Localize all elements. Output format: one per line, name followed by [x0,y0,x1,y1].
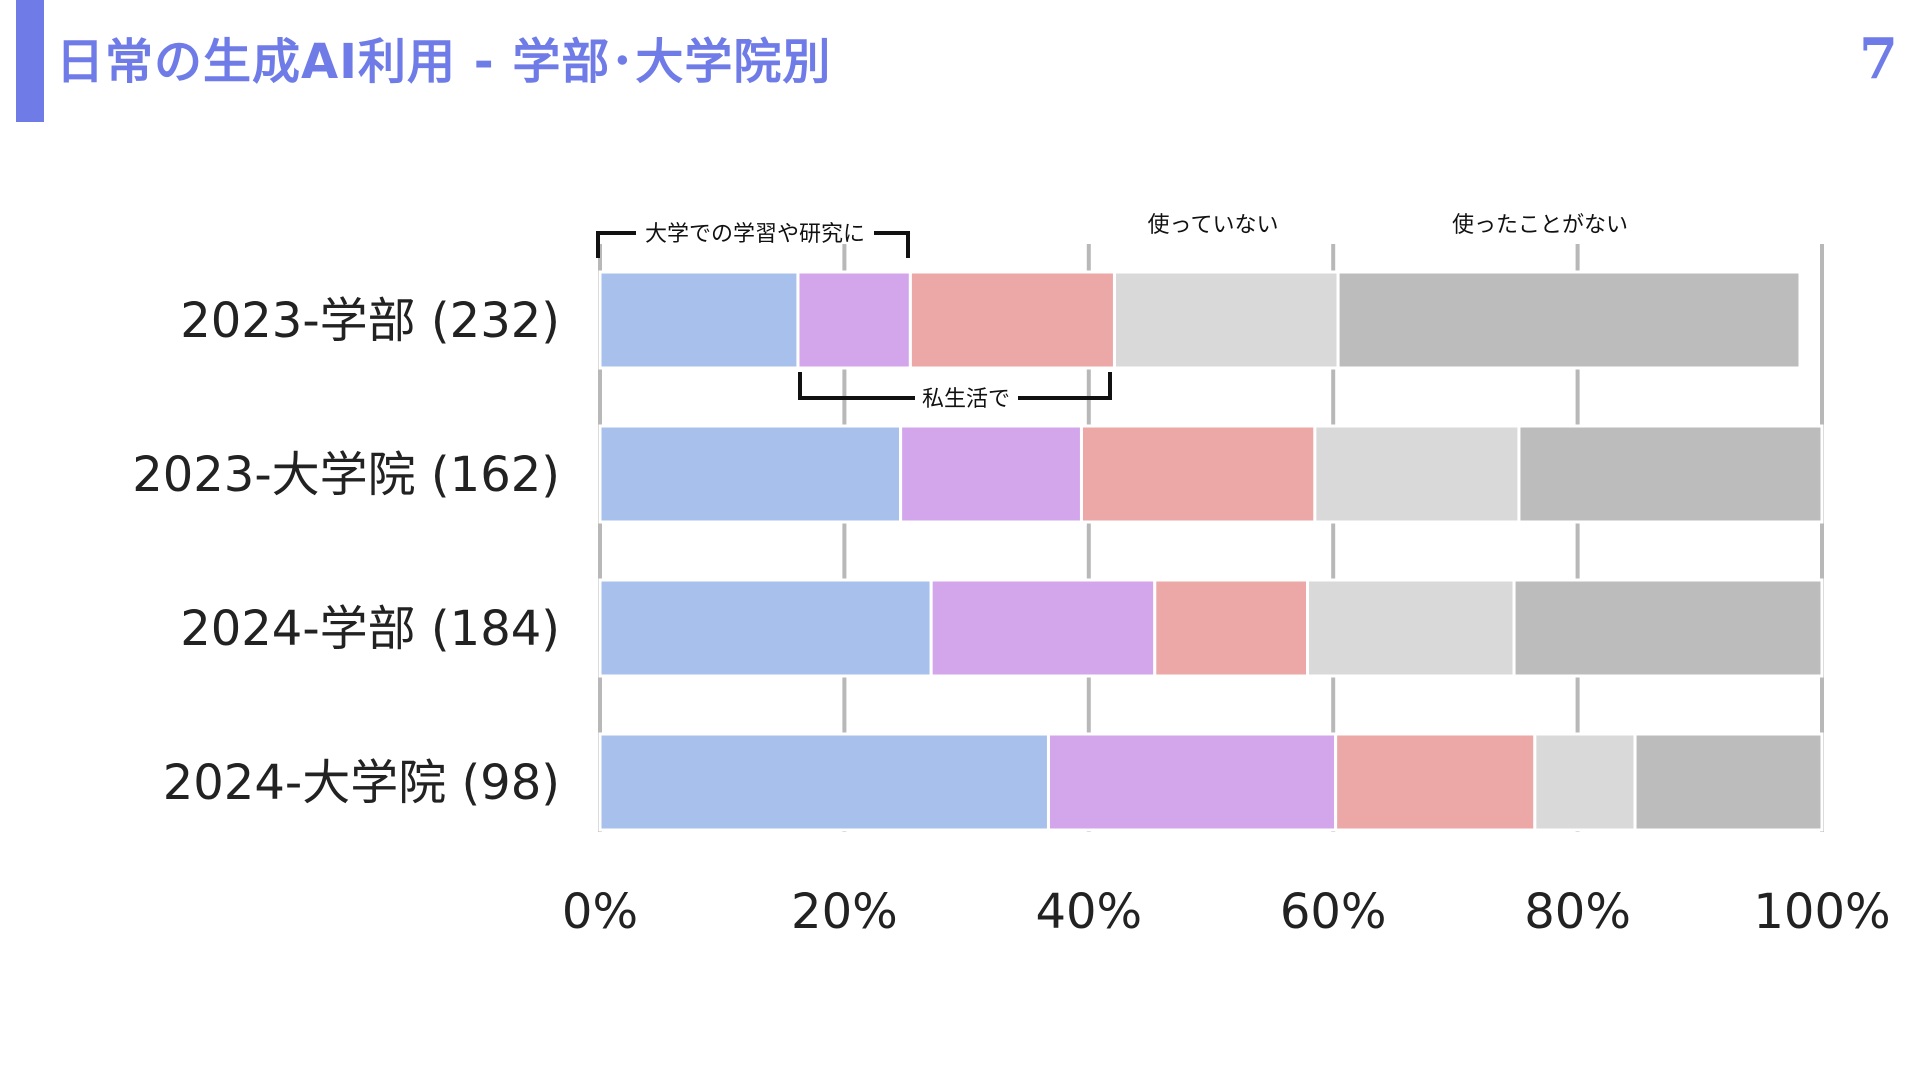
bar-segment [1334,732,1537,832]
x-tick-label: 60% [1280,884,1387,940]
category-labels: 2023-学部 (232) 2023-大学院 (162) 2024-学部 (184)… [132,293,560,811]
bar-segment [899,424,1083,524]
study-bracket-label: 大学での学習や研究に [645,222,865,247]
private-bracket-label: 私生活で [922,387,1010,412]
bar-segment [598,578,933,678]
bar-segment [598,732,1050,832]
bar-segment [1046,732,1338,832]
slide-title: 日常の生成AI利用 - 学部･大学院別 [56,34,832,90]
bar-segment [1306,578,1516,678]
bar-segment [908,270,1116,370]
bar-segment [1336,270,1802,370]
bar-segment [1112,270,1340,370]
x-tick-label: 40% [1035,884,1142,940]
category-label: 2024-大学院 (98) [163,755,560,811]
bar-segment [1512,578,1824,678]
x-tick-labels: 0% 20% 40% 60% 80% 100% [562,884,1891,940]
x-tick-label: 100% [1753,884,1890,940]
bar-segment [598,270,800,370]
bar-segment [796,270,912,370]
page-number: 7 [1859,26,1898,92]
category-label: 2023-学部 (232) [180,293,560,349]
not-using-label: 使っていない [1148,213,1279,238]
x-tick-label: 0% [562,884,638,940]
bar-segment [1313,424,1521,524]
title-accent-bar [16,0,44,122]
annotations: 大学での学習や研究に 私生活で 使っていない 使ったことがない [596,213,1628,412]
x-tick-label: 20% [791,884,898,940]
study-bracket-line [596,231,910,258]
category-label: 2024-学部 (184) [180,601,560,657]
bar-layer [598,270,1824,832]
bar-segment [1633,732,1824,832]
never-used-label: 使ったことがない [1452,213,1628,238]
bar-segment [929,578,1157,678]
bar-segment [1079,424,1317,524]
category-label: 2023-大学院 (162) [132,447,560,503]
bar-segment [598,424,903,524]
bar-segment [1517,424,1824,524]
bar-segment [1533,732,1637,832]
private-bracket-line [798,372,1112,400]
x-tick-label: 80% [1524,884,1631,940]
bar-segment [1153,578,1310,678]
